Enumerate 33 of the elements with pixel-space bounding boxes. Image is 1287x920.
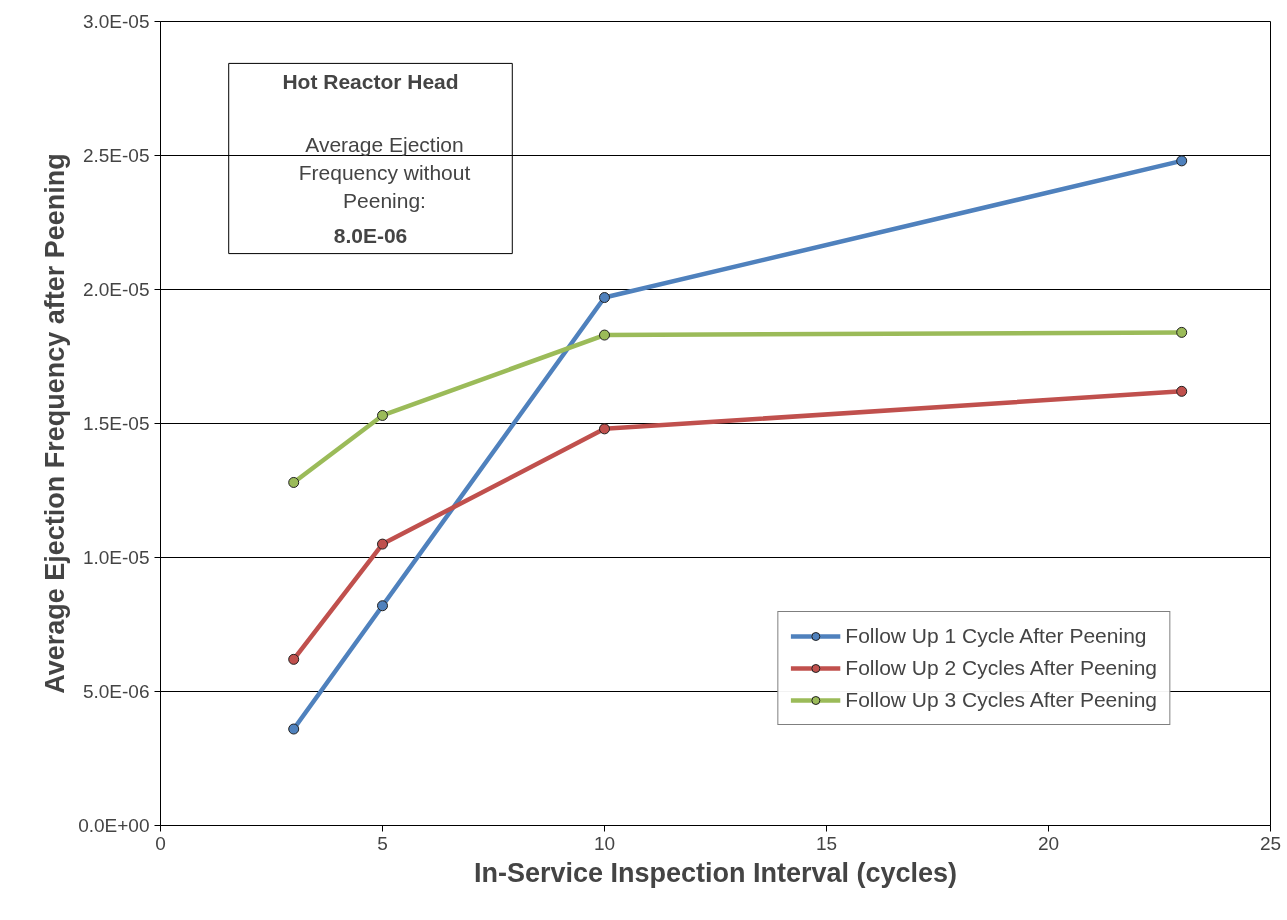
y-tick-label: 1.5E-05 [82,413,150,434]
y-tick-label: 3.0E-05 [82,11,150,32]
x-tick-label: 0 [155,832,166,854]
x-tick-label: 5 [377,832,388,854]
annotation: Average Ejection Frequency without Peening: [298,133,471,212]
y-tick-label: 2.0E-05 [82,279,150,300]
point [377,600,388,612]
x-axis-title: In-Service Inspection Interval (cycles) [473,857,958,888]
annotation: Hot Reactor Head [282,70,459,93]
legend-label: Follow Up 3 Cycles After Peening [845,688,1157,712]
point [377,538,388,550]
legend-label: Follow Up 1 Cycle After Peening [845,624,1147,648]
y-tick-label: 1.0E-05 [82,547,150,568]
x-tick-label: 15 [815,832,838,854]
point [599,423,610,435]
y-tick-label: 5.0E-06 [82,681,150,702]
x-tick-label: 25 [1259,832,1282,854]
point [377,409,388,421]
annotation: 8.0E-06 [333,224,408,247]
point [288,653,300,665]
legend-label: Follow Up 2 Cycles After Peening [845,656,1157,680]
point [288,723,300,735]
y-axis-title: Average Ejection Frequency after Peening [40,153,71,694]
y-tick-label: 0.0E+00 [78,815,150,836]
point [599,329,610,341]
point [1176,326,1188,338]
x-tick-label: 20 [1037,832,1060,854]
point [599,292,610,304]
point [1176,155,1188,167]
point [288,476,300,488]
x-tick-label: 10 [593,832,616,854]
y-tick-label: 2.5E-05 [82,145,150,166]
point [1176,385,1188,397]
